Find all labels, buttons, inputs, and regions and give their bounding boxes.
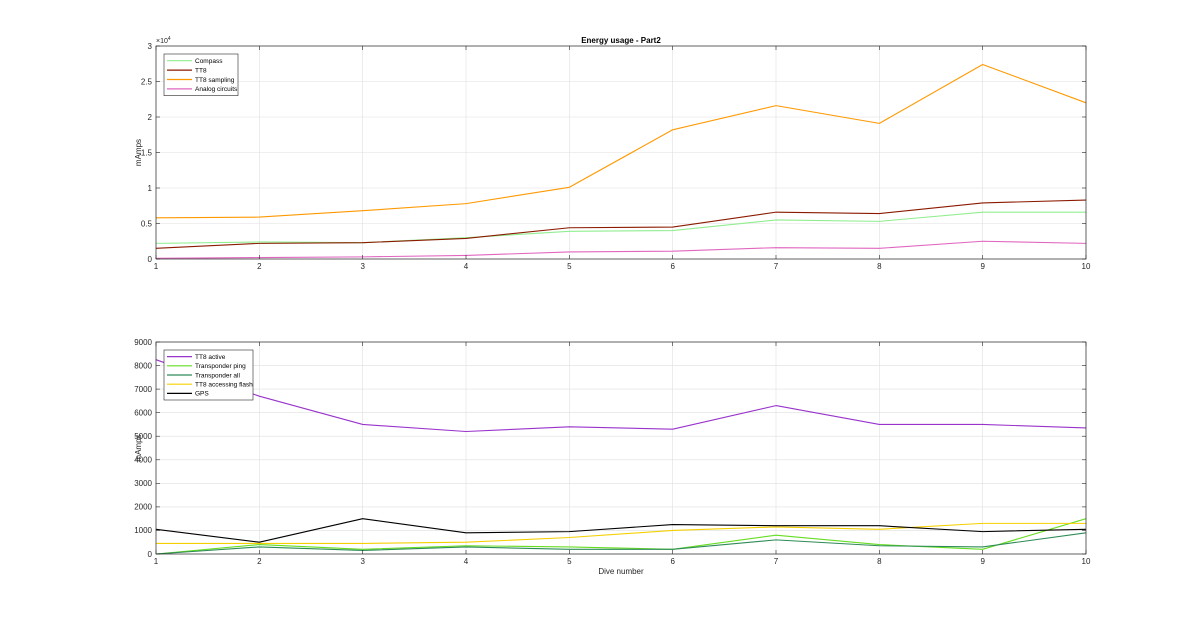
x-tick-label: 6 [670,262,675,271]
x-tick-label: 6 [670,557,675,566]
axes-box [155,341,1087,555]
y-exponent-label: ×104 [156,36,171,45]
y-tick-label: 2.5 [141,77,153,86]
y-tick-label: 6000 [134,408,152,417]
x-tick-label: 7 [774,557,779,566]
y-tick-label: 1.5 [141,148,153,157]
y-tick-label: 2 [148,113,153,122]
series-line-transponder-ping [155,518,1087,555]
x-tick-label: 3 [360,262,365,271]
y-tick-label: 1 [148,184,153,193]
plot-area [156,342,1086,554]
x-tick-label: 1 [154,557,159,566]
x-tick-label: 8 [877,262,882,271]
legend: Compass TT8 TT8 sampling Analog circuits [163,53,239,96]
legend-label: TT8 accessing flash [195,382,253,389]
series-line-compass [155,211,1086,244]
x-tick-label: 10 [1082,557,1091,566]
y-tick-label: 8000 [134,361,152,370]
y-axis-label: mAmps [134,139,143,166]
y-tick-label: 3000 [134,479,152,488]
y-tick-label: 0 [148,550,153,559]
legend-label: TT8 sampling [195,77,235,84]
legend: TT8 active Transponder ping Transponder al… [163,349,254,401]
series-line-analog-circuits [155,240,1087,259]
series-line-tt8-active [155,359,1087,433]
y-tick-label: 0 [148,255,153,264]
y-tick-label: 7000 [134,385,152,394]
y-tick-label: 0.5 [141,219,153,228]
x-tick-label: 3 [360,557,365,566]
y-tick-label: 4000 [134,456,152,465]
y-tick-label: 9000 [134,338,152,347]
legend-label: TT8 [195,67,207,74]
x-tick-label: 5 [567,557,572,566]
series-line-tt8 [155,199,1087,249]
legend-label: Transponder all [195,372,240,379]
chart-title: Energy usage - Part2 [581,36,661,45]
chart-2: 1 2 3 4 5 6 7 8 9 10 0 1000 2000 3000 4000 5000 6000 7000… [134,338,1091,576]
x-tick-label: 2 [257,557,262,566]
legend-label: Analog circuits [195,86,238,93]
x-tick-label: 4 [464,262,469,271]
y-tick-label: 1000 [134,526,152,535]
series-line-tt8-accessing-flash [156,522,1086,544]
series-line-transponder-all [155,532,1087,555]
y-tick-label: 2000 [134,503,152,512]
x-tick-label: 10 [1082,262,1091,271]
x-tick-label: 5 [567,262,572,271]
x-tick-label: 7 [774,262,779,271]
y-tick-label: 3 [148,42,153,51]
x-tick-label: 9 [980,262,985,271]
y-tick-label: 5000 [134,432,152,441]
x-tick-label: 8 [877,557,882,566]
legend-label: Compass [195,58,223,65]
x-axis-label: Dive number [598,567,644,576]
legend-label: GPS [195,391,209,398]
x-tick-label: 2 [257,262,262,271]
series-line-tt8-sampling [155,63,1087,219]
chart-1: 1 2 3 4 5 6 7 8 9 1000.511.522.53×104 Energy usage… [134,36,1091,271]
legend-label: TT8 active [195,354,226,361]
x-tick-label: 9 [980,557,985,566]
series-line-gps [155,518,1087,543]
legend-label: Transponder ping [195,363,246,370]
x-tick-label: 4 [464,557,469,566]
y-axis-label: mAmps [134,434,143,461]
x-tick-label: 1 [154,262,159,271]
